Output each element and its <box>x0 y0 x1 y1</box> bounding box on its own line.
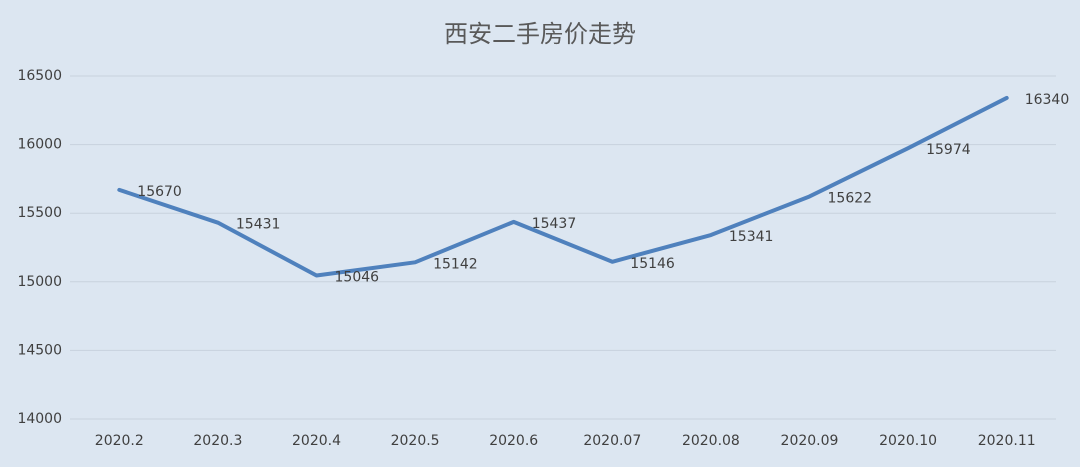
data-label: 15146 <box>630 256 675 272</box>
x-tick-label: 2020.11 <box>978 433 1036 449</box>
y-tick-label: 14500 <box>17 342 62 358</box>
x-tick-label: 2020.09 <box>781 433 839 449</box>
x-tick-label: 2020.6 <box>489 433 538 449</box>
x-tick-label: 2020.2 <box>95 433 144 449</box>
data-label: 15437 <box>532 216 577 232</box>
data-label: 15974 <box>926 142 971 158</box>
x-tick-label: 2020.3 <box>193 433 242 449</box>
y-tick-label: 14000 <box>17 411 62 427</box>
data-label: 15622 <box>828 190 873 206</box>
data-label: 15341 <box>729 229 774 245</box>
x-tick-label: 2020.4 <box>292 433 341 449</box>
y-tick-label: 15500 <box>17 205 62 221</box>
y-tick-label: 16500 <box>17 68 62 84</box>
data-label: 15142 <box>433 256 478 272</box>
x-tick-label: 2020.10 <box>879 433 937 449</box>
data-label: 16340 <box>1025 92 1070 108</box>
data-label: 15431 <box>236 217 281 233</box>
data-label: 15046 <box>335 269 380 285</box>
chart-title: 西安二手房价走势 <box>444 20 636 48</box>
data-label: 15670 <box>137 184 182 200</box>
x-tick-label: 2020.08 <box>682 433 740 449</box>
data-line <box>117 95 1009 278</box>
y-tick-label: 16000 <box>17 137 62 153</box>
x-tick-label: 2020.07 <box>583 433 641 449</box>
y-tick-label: 15000 <box>17 274 62 290</box>
x-tick-label: 2020.5 <box>391 433 440 449</box>
